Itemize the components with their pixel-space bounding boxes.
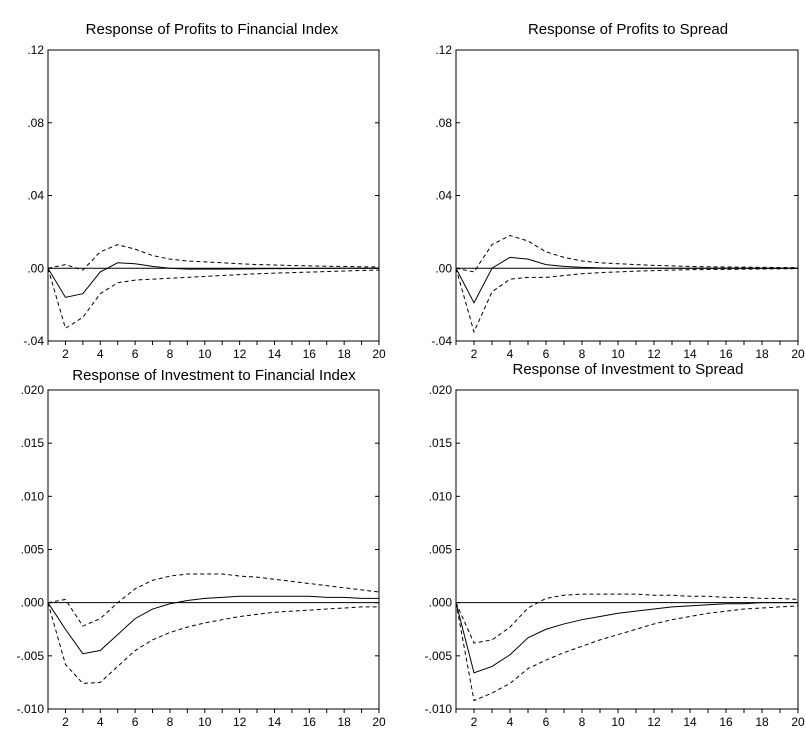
x-tick-label: 16 [303, 347, 317, 361]
x-tick-label: 20 [372, 347, 386, 361]
x-tick-label: 12 [233, 347, 247, 361]
chart-title: Response of Profits to Financial Index [86, 21, 339, 38]
x-tick-label: 18 [337, 347, 351, 361]
chart-panel-1: Response of Profits to Financial Index .1… [23, 21, 386, 361]
x-tick-label: 20 [372, 715, 386, 729]
chart-title: Response of Investment to Financial Inde… [72, 367, 356, 384]
x-tick-label: 12 [233, 715, 247, 729]
x-tick-label: 6 [543, 347, 550, 361]
y-tick-label: -.04 [23, 334, 44, 348]
chart-panel-4: Response of Investment to Spread .020 .015… [425, 361, 805, 729]
x-tick-label: 6 [132, 715, 139, 729]
y-tick-label: .000 [21, 596, 45, 610]
x-tick-label: 10 [611, 715, 625, 729]
plot-frame [47, 389, 380, 710]
y-tick-label: .08 [435, 116, 452, 130]
x-tick-label: 12 [647, 347, 661, 361]
lower-confidence-band [455, 268, 799, 334]
y-tick-label: .12 [435, 43, 452, 57]
x-tick-label: 14 [683, 347, 697, 361]
upper-confidence-band [455, 593, 799, 644]
y-tick-label: .015 [21, 436, 45, 450]
y-tick-label: .000 [429, 596, 453, 610]
lower-confidence-band [47, 602, 379, 684]
y-tick-label: .005 [21, 543, 45, 557]
y-tick-label: .00 [435, 261, 452, 275]
chart-title: Response of Investment to Spread [513, 361, 744, 378]
x-tick-label: 18 [337, 715, 351, 729]
x-tick-label: 2 [471, 347, 478, 361]
x-tick-label: 10 [198, 347, 212, 361]
chart-title: Response of Profits to Spread [528, 21, 728, 38]
x-tick-label: 14 [683, 715, 697, 729]
y-tick-label: .08 [27, 116, 44, 130]
chart-panel-3: Response of Investment to Financial Inde… [17, 367, 386, 729]
y-tick-label: .010 [429, 489, 453, 503]
x-tick-label: 4 [97, 347, 104, 361]
x-tick-label: 16 [719, 347, 733, 361]
x-tick-label: 2 [471, 715, 478, 729]
y-tick-label: -.005 [425, 649, 453, 663]
plot-frame [455, 389, 799, 710]
y-tick-label: -.010 [425, 702, 453, 716]
y-tick-label: .12 [27, 43, 44, 57]
impulse-response-line [47, 262, 379, 298]
lower-confidence-band [47, 268, 380, 330]
y-tick-label: .020 [429, 383, 453, 397]
y-tick-label: .020 [21, 383, 45, 397]
x-tick-label: 2 [62, 715, 69, 729]
x-tick-label: 18 [755, 715, 769, 729]
x-tick-label: 18 [755, 347, 769, 361]
x-tick-label: 8 [167, 715, 174, 729]
y-tick-label: .010 [21, 489, 45, 503]
y-tick-label: .015 [429, 436, 453, 450]
x-tick-label: 16 [303, 715, 317, 729]
upper-confidence-band [47, 573, 380, 627]
y-tick-label: .00 [27, 261, 44, 275]
impulse-response-line [455, 256, 798, 304]
plot-frame [455, 49, 799, 342]
x-tick-label: 8 [579, 347, 586, 361]
x-tick-label: 6 [132, 347, 139, 361]
x-tick-label: 4 [507, 715, 514, 729]
y-tick-label: .005 [429, 543, 453, 557]
x-tick-label: 20 [791, 715, 805, 729]
x-tick-label: 14 [268, 347, 282, 361]
impulse-response-line [455, 602, 798, 674]
lower-confidence-band [455, 602, 799, 702]
x-tick-label: 8 [579, 715, 586, 729]
x-tick-label: 2 [62, 347, 69, 361]
x-tick-label: 16 [719, 715, 733, 729]
x-tick-label: 14 [268, 715, 282, 729]
x-tick-label: 4 [97, 715, 104, 729]
x-tick-label: 6 [543, 715, 550, 729]
x-tick-label: 10 [611, 347, 625, 361]
x-tick-label: 4 [507, 347, 514, 361]
upper-confidence-band [47, 244, 380, 271]
upper-confidence-band [455, 234, 799, 273]
y-tick-label: -.010 [17, 702, 45, 716]
y-tick-label: -.005 [17, 649, 45, 663]
x-tick-label: 12 [647, 715, 661, 729]
y-tick-label: .04 [435, 189, 452, 203]
x-tick-label: 20 [791, 347, 805, 361]
y-tick-label: -.04 [431, 334, 452, 348]
y-tick-label: .04 [27, 189, 44, 203]
x-tick-label: 10 [198, 715, 212, 729]
x-tick-label: 8 [167, 347, 174, 361]
impulse-response-line [47, 595, 379, 655]
chart-panel-2: Response of Profits to Spread .12 .08 .04 .0… [431, 21, 805, 361]
